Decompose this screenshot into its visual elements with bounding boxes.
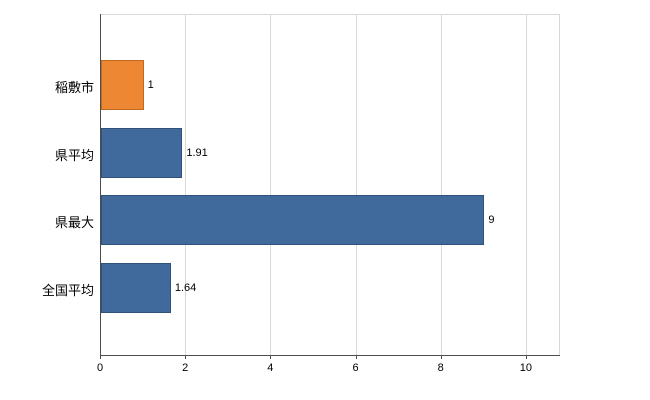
category-label: 県最大 — [54, 215, 94, 230]
gridline — [355, 14, 357, 355]
category-label: 稲敷市 — [54, 80, 94, 95]
x-tick-label: 2 — [182, 362, 189, 374]
gridline — [440, 14, 442, 355]
category-label: 県平均 — [54, 147, 94, 163]
x-tick-mark — [270, 355, 272, 359]
plot-border-top — [100, 14, 560, 15]
bar-value-label: 9 — [488, 214, 495, 226]
bar — [101, 262, 171, 313]
x-tick-label: 8 — [437, 362, 444, 374]
x-tick-mark — [355, 355, 357, 359]
gridline — [270, 14, 272, 355]
x-tick-mark — [525, 355, 527, 359]
bar-value-label: 1 — [147, 79, 154, 91]
category-label: 全国平均 — [41, 282, 94, 298]
x-tick-mark — [440, 355, 442, 359]
x-tick-label: 10 — [519, 362, 533, 374]
x-tick-label: 0 — [96, 362, 104, 374]
x-axis-line — [100, 355, 560, 356]
bar — [101, 127, 183, 178]
x-tick-label: 6 — [352, 362, 359, 374]
gridline — [525, 14, 527, 355]
x-tick-mark — [100, 355, 101, 359]
bar-value-label: 1.91 — [186, 146, 208, 159]
x-tick-mark — [185, 355, 187, 359]
x-tick-label: 4 — [267, 362, 274, 374]
bar — [101, 60, 144, 110]
plot-border-right — [559, 14, 560, 355]
bar-value-label: 1.64 — [174, 281, 197, 294]
y-axis-line — [100, 14, 101, 355]
gridline — [185, 14, 187, 355]
bar — [101, 195, 485, 245]
